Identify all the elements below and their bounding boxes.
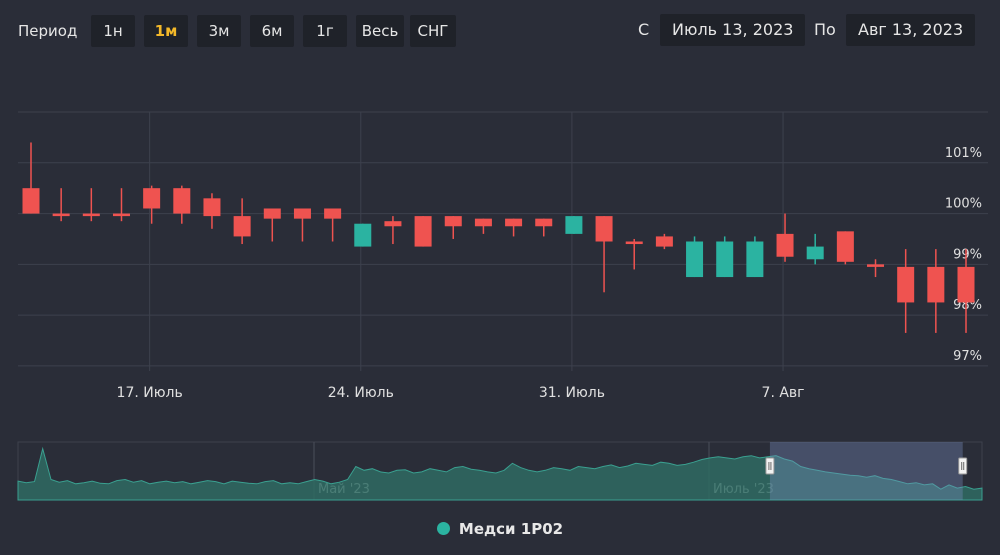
navigator-series-area (17, 446, 983, 501)
candle-body (263, 208, 281, 219)
candle[interactable] (595, 216, 613, 293)
candle[interactable] (173, 185, 191, 224)
y-tick-label: 100% (945, 197, 982, 212)
candle[interactable] (293, 208, 311, 242)
candle-body (806, 246, 824, 260)
candle[interactable] (384, 216, 402, 245)
candle-body (746, 241, 764, 278)
period-label: Период (18, 22, 78, 40)
period-ytd-button[interactable]: СНГ (410, 15, 456, 47)
candle-body (505, 218, 523, 227)
candle[interactable] (625, 238, 643, 270)
candle-body (82, 213, 100, 217)
candle-body (716, 241, 734, 278)
candle-body (324, 208, 342, 219)
candle[interactable] (143, 185, 161, 224)
period-all-button[interactable]: Весь (356, 15, 404, 47)
candle-body (444, 216, 462, 227)
candle-body (867, 264, 885, 267)
candle-body (112, 213, 130, 217)
candle[interactable] (414, 216, 432, 247)
candle[interactable] (112, 188, 130, 222)
candle-body (384, 221, 402, 227)
candle-body (474, 218, 492, 227)
candle[interactable] (957, 249, 975, 333)
candle-body (173, 188, 191, 214)
candle[interactable] (203, 193, 221, 229)
candle[interactable] (565, 216, 583, 234)
navigator[interactable]: Май '23Июль '23 (0, 438, 1000, 508)
x-tick-label: 24. Июль (328, 385, 394, 401)
candle[interactable] (776, 213, 794, 262)
candle[interactable] (474, 218, 492, 234)
x-tick-label: 31. Июль (539, 385, 605, 401)
x-tick-label: 17. Июль (117, 385, 183, 401)
candle[interactable] (655, 233, 673, 250)
candle[interactable] (686, 236, 704, 278)
candle[interactable] (806, 233, 824, 265)
candle-body (233, 216, 251, 237)
legend-label: Медси 1Р02 (458, 520, 564, 538)
y-tick-label: 97% (953, 349, 982, 364)
candle[interactable] (82, 188, 100, 222)
from-date-input[interactable]: Июль 13, 2023 (660, 14, 806, 46)
candle[interactable] (535, 218, 553, 237)
period-6m-button[interactable]: 6м (250, 15, 294, 47)
from-label: С (638, 20, 650, 39)
candle-body (595, 216, 613, 242)
period-1w-button[interactable]: 1н (91, 15, 135, 47)
candle[interactable] (22, 142, 40, 214)
y-tick-label: 99% (953, 247, 982, 262)
candle-body (927, 266, 945, 303)
candle-body (686, 241, 704, 278)
candle[interactable] (354, 223, 372, 247)
candle-body (535, 218, 553, 227)
candle[interactable] (927, 249, 945, 333)
candle[interactable] (897, 249, 915, 333)
candle[interactable] (233, 198, 251, 245)
candle-body (625, 241, 643, 245)
candle-body (293, 208, 311, 219)
legend-marker (436, 522, 450, 535)
candlestick-chart: 97%98%99%100%101%17. Июль 24. Июль 31. Июл… (18, 111, 988, 401)
candle-body (22, 188, 40, 214)
candle-body (143, 188, 161, 209)
candle[interactable] (836, 231, 854, 265)
candle-body (897, 266, 915, 303)
candle-body (52, 213, 70, 217)
y-tick-label: 101% (945, 146, 982, 161)
candle[interactable] (716, 236, 734, 278)
legend[interactable]: Медси 1Р02 (0, 520, 1000, 538)
candle[interactable] (52, 188, 70, 222)
navigator-handle[interactable] (765, 457, 775, 475)
period-1m-button[interactable]: 1м (144, 15, 188, 47)
candle[interactable] (867, 259, 885, 278)
candle[interactable] (324, 208, 342, 242)
candle[interactable] (505, 218, 523, 237)
period-3m-button[interactable]: 3м (197, 15, 241, 47)
navigator-selection[interactable] (769, 442, 963, 500)
toolbar: Период 1н 1м 3м 6м 1г Весь СНГ С Июль 13… (0, 0, 1000, 60)
navigator-handle[interactable] (958, 457, 968, 475)
candle-body (565, 216, 583, 234)
to-label: По (814, 20, 836, 39)
candle[interactable] (746, 236, 764, 278)
candle-body (203, 198, 221, 217)
to-date-input[interactable]: Авг 13, 2023 (846, 14, 976, 46)
candle[interactable] (444, 216, 462, 239)
candle[interactable] (263, 208, 281, 242)
period-1y-button[interactable]: 1г (303, 15, 347, 47)
candle-body (836, 231, 854, 262)
candle-body (414, 216, 432, 247)
candle-body (354, 223, 372, 247)
candle-body (776, 233, 794, 257)
x-tick-label: 7. Авг (762, 385, 805, 401)
candle-body (957, 266, 975, 303)
candle-body (655, 236, 673, 247)
